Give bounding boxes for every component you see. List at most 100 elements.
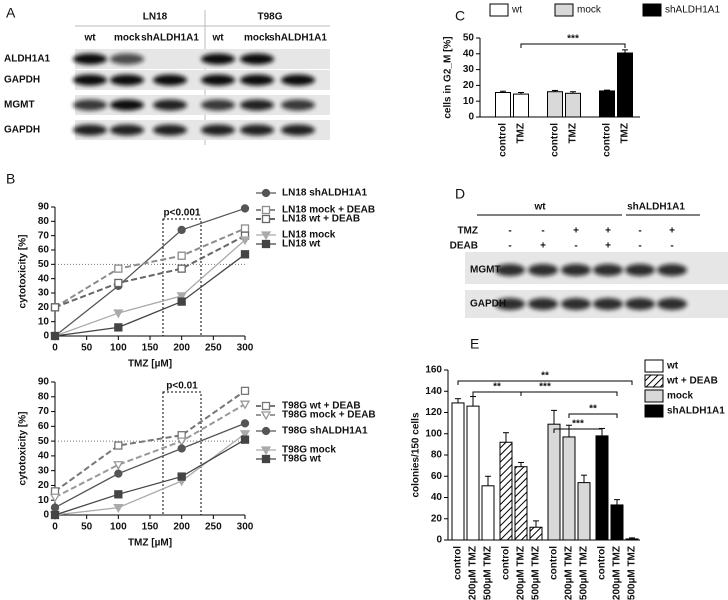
band (240, 53, 274, 65)
y-tick-label: 70 (38, 406, 50, 417)
lane-label: shALDH1A1 (141, 33, 199, 44)
band (625, 298, 655, 310)
marker (113, 503, 124, 513)
row-label: MGMT (4, 100, 35, 111)
marker (114, 490, 123, 499)
band (73, 124, 107, 136)
marker (114, 441, 123, 450)
band (281, 74, 315, 86)
bracket (457, 380, 633, 385)
band (593, 298, 623, 310)
legend-label: shALDH1A1 (667, 406, 725, 417)
y-tick-label: 40 (38, 273, 50, 284)
band (657, 264, 687, 276)
bar (495, 92, 511, 118)
x-tick-label: 200µM TMZ (612, 546, 623, 600)
sign: - (670, 241, 673, 252)
marker (50, 331, 60, 341)
x-tick-label: TMZ (620, 123, 631, 144)
marker (177, 251, 186, 260)
legend-label: wt (666, 361, 679, 372)
lane-label: wt (211, 33, 224, 44)
marker (260, 446, 272, 456)
y-tick-label: 40 (463, 48, 475, 59)
y-tick-label: 20 (38, 480, 50, 491)
bar (529, 526, 543, 541)
panel-label: B (6, 171, 15, 187)
band (561, 298, 591, 310)
x-tick-label: 200µM TMZ (564, 546, 575, 600)
legend-label: LN18 wt (282, 239, 321, 250)
bar (451, 402, 465, 541)
significance: *** (539, 382, 551, 393)
sign: + (605, 226, 611, 237)
marker (177, 472, 186, 481)
x-tick-label: 200µM TMZ (468, 546, 479, 600)
legend-swatch (489, 3, 509, 17)
lane-label: shALDH1A1 (269, 33, 327, 44)
y-tick-label: 30 (463, 64, 475, 75)
band (240, 74, 274, 86)
marker (114, 264, 123, 273)
marker (239, 236, 251, 246)
legend-swatch (644, 359, 664, 373)
significance: ** (493, 382, 501, 393)
marker (114, 469, 123, 478)
annotation: p<0.001 (164, 208, 201, 219)
marker (239, 400, 251, 410)
y-tick-label: 50 (38, 259, 50, 270)
y-tick-label: 140 (425, 386, 442, 397)
y-tick-label: 60 (431, 471, 443, 482)
series-line (54, 422, 246, 509)
y-tick-label: 120 (425, 407, 442, 418)
marker (177, 264, 186, 273)
band (281, 124, 315, 136)
y-tick-label: 30 (38, 288, 50, 299)
y-tick-label: 30 (38, 465, 50, 476)
band (153, 99, 187, 111)
y-axis-title: cells in G2_M [%] (443, 36, 454, 118)
x-tick-label: control (453, 546, 464, 580)
marker (260, 411, 272, 421)
panel-label: A (6, 5, 16, 21)
x-tick-label: 0 (52, 522, 58, 533)
band (561, 264, 591, 276)
bar (595, 435, 609, 541)
sign: - (508, 241, 511, 252)
band (201, 124, 235, 136)
y-axis-title: cytotoxicity [%] (18, 235, 29, 309)
band (625, 264, 655, 276)
bar (610, 504, 624, 541)
bar (499, 441, 513, 541)
legend-label: LN18 mock + DEAB (282, 205, 375, 216)
x-tick-label: 200µM TMZ (516, 546, 527, 600)
series-line (54, 403, 246, 499)
y-axis-title: colonies/150 cells (411, 412, 422, 497)
bar (514, 466, 528, 541)
marker (240, 204, 250, 213)
sign: + (540, 241, 546, 252)
blot-group-label: wt (533, 202, 546, 213)
row-label: TMZ (457, 226, 478, 237)
legend-label: T98G wt + DEAB (282, 401, 361, 412)
series-line (54, 439, 246, 516)
bracket (553, 428, 603, 433)
marker (240, 386, 250, 396)
row-label: MGMT (470, 265, 501, 276)
annotation: p<0.01 (166, 381, 198, 392)
y-tick-label: 50 (38, 436, 50, 447)
blot-group-label: T98G (257, 12, 282, 23)
legend-label: LN18 mock (282, 230, 336, 241)
marker (50, 503, 60, 512)
y-tick-label: 60 (38, 245, 50, 256)
y-tick-label: 10 (38, 316, 50, 327)
row-label: GAPDH (4, 75, 40, 86)
y-tick-label: 20 (431, 513, 443, 524)
significance: ** (589, 404, 597, 415)
y-tick-label: 10 (38, 495, 50, 506)
significance: *** (572, 419, 584, 430)
band (593, 264, 623, 276)
y-tick-label: 0 (43, 510, 49, 521)
band (528, 298, 558, 310)
band (110, 74, 144, 86)
